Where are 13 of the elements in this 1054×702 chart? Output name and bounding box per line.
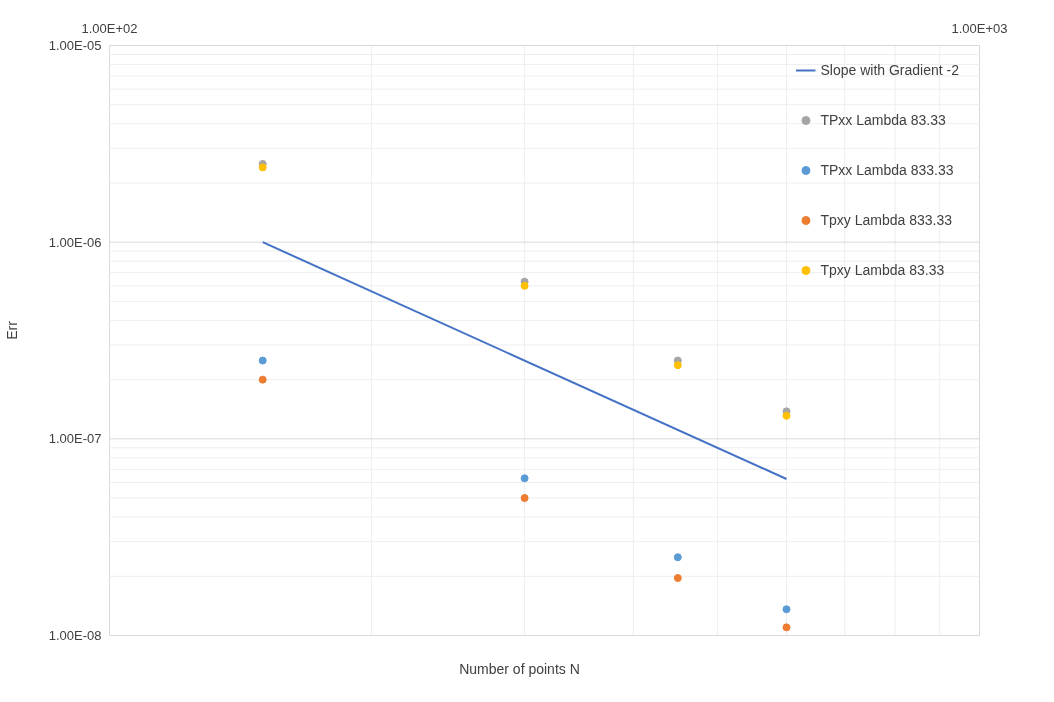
- y-axis-title: Err: [3, 320, 20, 340]
- y-tick-label: 1.00E-05: [48, 38, 102, 53]
- y-tick-label: 1.00E-06: [48, 234, 102, 250]
- y-tick-label: 1.00E-07: [48, 431, 102, 447]
- legend-label: Tpxy Lambda 83.33: [820, 262, 945, 278]
- y-tick-label: 1.00E-08: [48, 628, 102, 643]
- x-tick-label: 1.00E+03: [951, 20, 1008, 36]
- legend-label: Slope with Gradient -2: [820, 62, 959, 78]
- legend-label: Tpxy Lambda 833.33: [820, 212, 952, 228]
- x-axis-title: Number of points N: [459, 660, 580, 677]
- legend-label: TPxx Lambda 83.33: [820, 112, 946, 128]
- legend-label: TPxx Lambda 833.33: [820, 162, 954, 178]
- x-tick-label: 1.00E+02: [81, 20, 138, 36]
